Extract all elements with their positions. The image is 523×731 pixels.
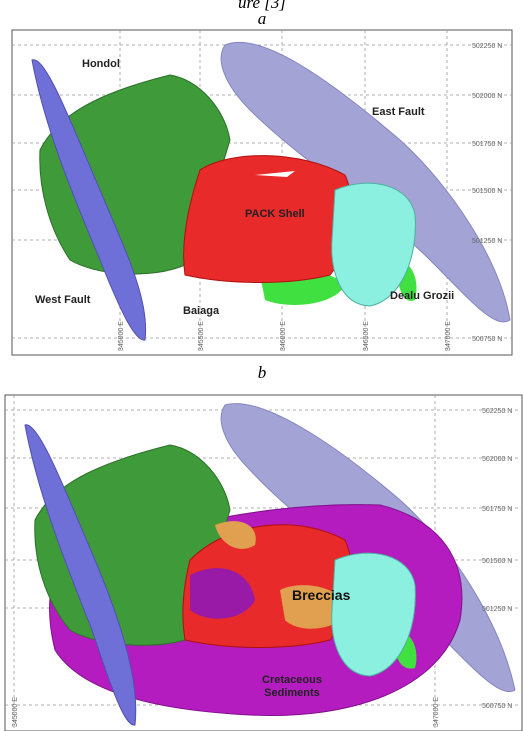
northing-label: 501250 N — [482, 606, 512, 613]
northing-label: 501750 N — [482, 506, 512, 513]
northing-label: 501750 N — [472, 141, 502, 148]
easting-label: 346000 E — [280, 321, 287, 351]
unit-label: Cretaceous — [262, 674, 322, 686]
panel-label: b — [258, 363, 267, 382]
northing-label: 500750 N — [472, 336, 502, 343]
northing-label: 500750 N — [482, 703, 512, 710]
northing-label: 502000 N — [472, 93, 502, 100]
northing-label: 502000 N — [482, 456, 512, 463]
unit-label: West Fault — [35, 294, 91, 306]
unit-label: Breccias — [292, 587, 351, 603]
northing-label: 501250 N — [472, 238, 502, 245]
easting-label: 345500 E — [198, 321, 205, 351]
figure: ure [3] a b 502250 N502000 N501750 N5015… — [0, 0, 523, 731]
unit-label: Sediments — [264, 687, 320, 699]
easting-label: 347000 E — [433, 697, 440, 727]
easting-label: 347000 E — [445, 321, 452, 351]
northing-label: 501500 N — [472, 188, 502, 195]
unit-label: East Fault — [372, 106, 425, 118]
panel-label: a — [258, 9, 267, 28]
panel-a: 502250 N 502000 N 501750 N 501500 N 501250 N… — [12, 30, 512, 355]
easting-label: 345000 E — [118, 321, 125, 351]
unit-label: Dealu Grozii — [390, 290, 454, 302]
northing-label: 502250 N — [472, 43, 502, 50]
easting-label: 346500 E — [363, 321, 370, 351]
unit-label: Baiaga — [183, 305, 220, 317]
unit-label: Hondol — [82, 58, 120, 70]
northing-label: 502250 N — [482, 408, 512, 415]
easting-label: 345000 E — [12, 697, 19, 727]
northing-label: 501500 N — [482, 558, 512, 565]
unit-label: PACK Shell — [245, 208, 305, 220]
panel-b: 502250 N 502000 N 501750 N 501500 N 501250 N… — [5, 395, 522, 731]
page: {"caption_fragment": "ure [3]", "panel_a… — [0, 0, 523, 731]
